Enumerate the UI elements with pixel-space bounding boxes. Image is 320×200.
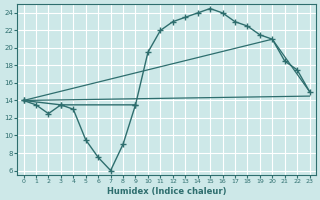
- X-axis label: Humidex (Indice chaleur): Humidex (Indice chaleur): [107, 187, 226, 196]
